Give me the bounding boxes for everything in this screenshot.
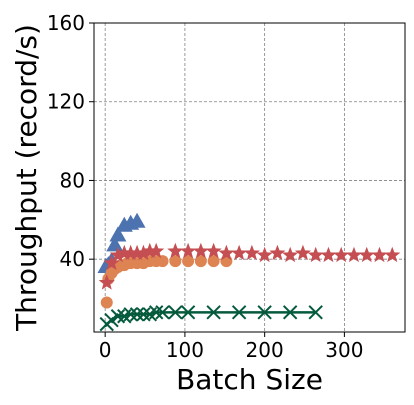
data-point-star	[256, 246, 273, 263]
data-point-x	[136, 307, 151, 322]
data-point-star	[128, 244, 146, 261]
y-tick-label: 120	[47, 90, 85, 114]
data-point-x	[148, 305, 164, 320]
data-point-star	[148, 242, 165, 259]
series-circle	[100, 255, 233, 309]
data-point-star	[320, 246, 337, 263]
data-point-x	[129, 307, 145, 322]
data-point-star	[358, 246, 375, 263]
x-tick-label: 0	[99, 338, 112, 362]
y-tick-label: 40	[60, 247, 85, 271]
data-point-triangle	[128, 212, 146, 228]
data-point-star	[109, 246, 127, 263]
data-point-star	[192, 242, 209, 259]
data-point-star	[205, 242, 222, 259]
data-point-x	[308, 305, 323, 320]
series-x	[99, 305, 323, 332]
ticks: 0 100 200 300 40 80 120 160	[47, 11, 364, 362]
grid	[94, 22, 405, 332]
x-axis-title: Batch Size	[176, 363, 323, 396]
y-tick-label: 160	[47, 11, 85, 35]
data-point-circle	[169, 255, 182, 268]
data-point-x	[180, 305, 196, 320]
x-tick-label: 200	[246, 338, 284, 362]
data-point-x	[206, 305, 221, 320]
data-point-star	[269, 244, 286, 261]
x-tick-label: 100	[166, 338, 204, 362]
data-point-circle	[100, 296, 113, 309]
data-point-star	[243, 244, 260, 261]
data-point-x	[110, 309, 126, 324]
data-point-star	[116, 244, 133, 261]
data-point-star	[294, 244, 312, 261]
data-point-star	[135, 244, 152, 261]
data-point-star	[231, 244, 248, 261]
data-point-x	[123, 307, 138, 322]
data-point-star	[98, 274, 115, 290]
data-point-star	[371, 246, 388, 263]
data-point-circle	[182, 255, 195, 268]
y-tick-label: 80	[60, 168, 85, 192]
data-point-star	[282, 246, 299, 263]
data-point-x	[104, 312, 119, 328]
data-point-star	[333, 246, 350, 263]
data-point-circle	[207, 255, 220, 268]
data-point-x	[282, 305, 298, 320]
data-point-triangle	[106, 236, 124, 252]
series-star	[98, 242, 401, 290]
data-point-star	[345, 246, 363, 263]
data-point-x	[155, 305, 170, 320]
data-point-circle	[194, 255, 207, 268]
data-point-star	[167, 242, 184, 259]
data-point-star	[384, 246, 401, 263]
data-point-x	[257, 305, 272, 320]
data-point-circle	[156, 255, 169, 268]
data-point-star	[218, 244, 235, 261]
data-point-triangle	[109, 226, 127, 242]
data-point-star	[103, 254, 120, 270]
series-layer	[97, 212, 401, 332]
data-point-star	[141, 242, 158, 259]
data-point-x	[168, 305, 183, 320]
data-point-star	[122, 244, 139, 261]
y-axis-title: Throughput (record/s)	[10, 24, 43, 332]
x-tick-label: 300	[325, 338, 363, 362]
plot-frame	[93, 22, 406, 333]
data-point-star	[307, 246, 324, 263]
data-point-circle	[220, 255, 233, 268]
data-point-star	[180, 242, 197, 259]
data-point-x	[231, 305, 247, 320]
